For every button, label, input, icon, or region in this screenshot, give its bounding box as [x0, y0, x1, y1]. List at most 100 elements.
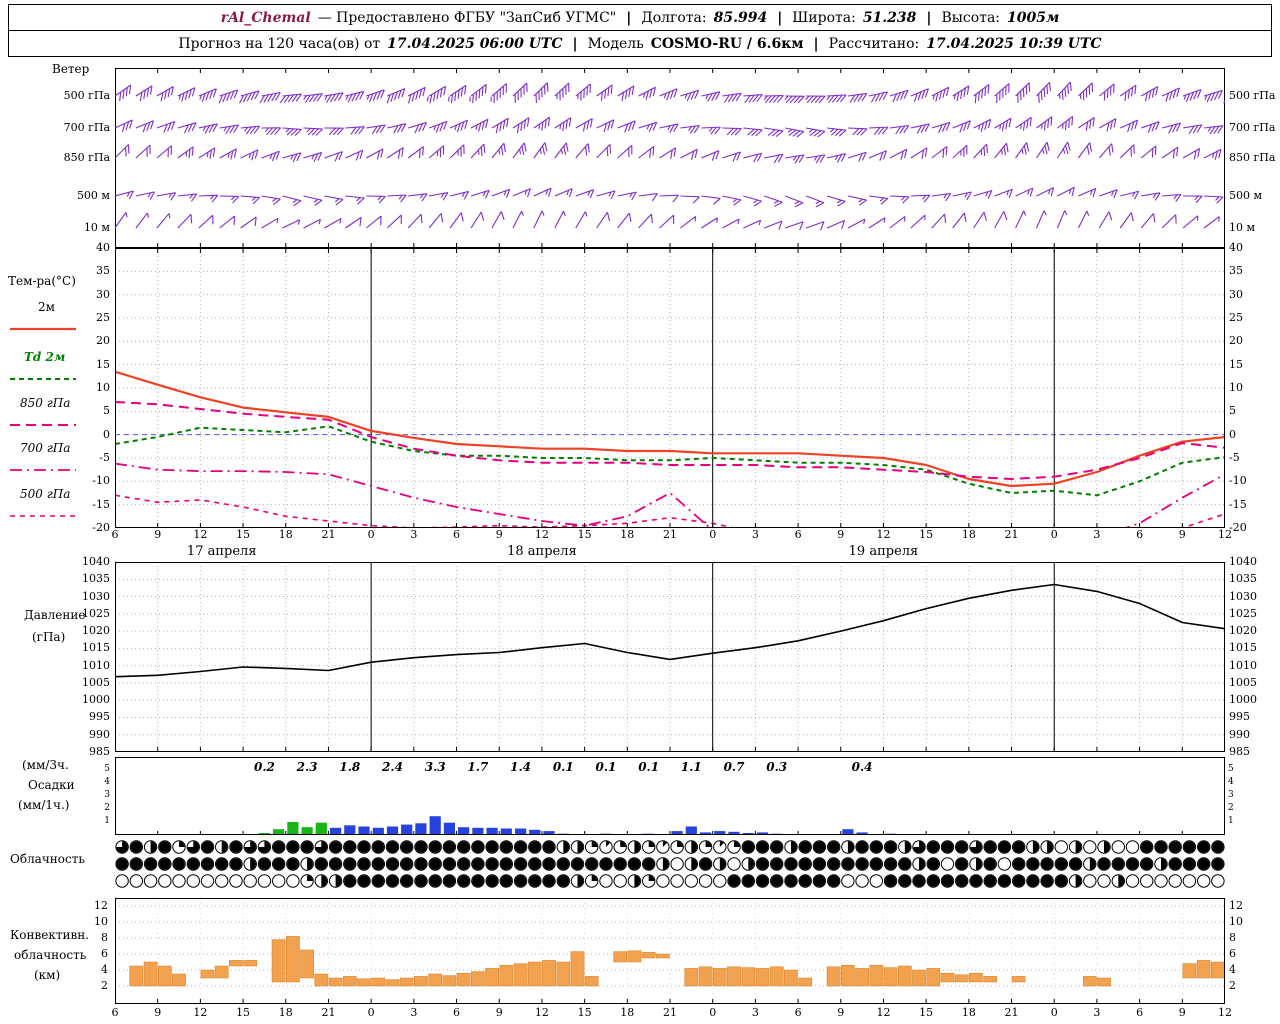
x-tick-label: 18 [620, 528, 635, 541]
conv-y-tick-left: 10 [94, 915, 108, 928]
pressure-y-tick-left: 1015 [82, 641, 110, 655]
pressure-y-tick-left: 990 [89, 727, 110, 741]
x-tick-label-bottom: 6 [794, 1006, 802, 1019]
legend-t500-line [8, 505, 78, 517]
precip-3h-value: 1.7 [467, 760, 489, 774]
precip-y-tick-left: 4 [104, 777, 110, 787]
pressure-y-tick-right: 995 [1229, 710, 1250, 724]
x-tick-label-bottom: 18 [620, 1006, 635, 1019]
cloudiness-panel [115, 840, 1225, 888]
wind-level-label-right: 500 м [1229, 189, 1263, 202]
pressure-y-tick-left: 1010 [82, 658, 110, 672]
conv-y-tick-right: 10 [1229, 915, 1243, 928]
x-tick-label: 9 [495, 528, 503, 541]
temp-y-tick-right: -15 [1229, 497, 1247, 511]
conv-y-tick-left: 8 [101, 931, 108, 944]
temp-y-tick-left: 35 [96, 264, 110, 278]
x-tick-label: 15 [236, 528, 251, 541]
pressure-y-tick-left: 985 [89, 745, 110, 758]
conv-y-tick-right: 4 [1229, 963, 1236, 976]
temp-y-tick-left: 30 [96, 287, 110, 301]
pressure-y-tick-right: 990 [1229, 727, 1250, 741]
temp-axis-title: Тем-ра(°C) [8, 274, 76, 288]
wind-axis-title: Ветер [52, 62, 90, 76]
temp-y-tick-left: -10 [92, 474, 110, 488]
precip-3h-value: 0.3 [766, 760, 788, 774]
x-tick-label: 15 [919, 528, 934, 541]
precip-3h-value: 2.4 [382, 760, 403, 774]
wind-level-label-left: 850 гПа [63, 151, 110, 164]
wind-level-label-left: 700 гПа [63, 121, 110, 134]
pressure-y-tick-left: 1005 [82, 675, 110, 689]
precip-3h-value: 1.1 [680, 760, 702, 774]
x-tick-label: 6 [111, 528, 119, 541]
conv-y-tick-left: 6 [101, 947, 108, 960]
pressure-axis-unit: (гПа) [32, 630, 66, 644]
x-tick-label-bottom: 9 [495, 1006, 503, 1019]
x-tick-label: 21 [321, 528, 336, 541]
pressure-y-tick-left: 1040 [82, 555, 110, 568]
x-tick-label: 3 [751, 528, 759, 541]
temp-y-tick-left: 20 [96, 334, 110, 348]
temp-y-tick-right: -20 [1229, 521, 1247, 534]
wind-level-label-right: 850 гПа [1229, 151, 1276, 164]
pressure-y-tick-right: 1025 [1229, 606, 1257, 620]
conv-y-tick-right: 2 [1229, 979, 1236, 992]
precipitation-panel [115, 757, 1225, 835]
x-tick-label-bottom: 12 [1218, 1006, 1232, 1019]
pressure-y-tick-right: 1010 [1229, 658, 1257, 672]
temp-y-tick-right: 15 [1229, 357, 1243, 371]
conv-y-tick-right: 8 [1229, 931, 1236, 944]
legend-t700-line [8, 459, 78, 471]
conv-axis-title-2: облачность [14, 948, 87, 962]
pressure-panel [115, 562, 1225, 752]
x-tick-label-bottom: 3 [751, 1006, 759, 1019]
x-tick-label-bottom: 21 [321, 1006, 336, 1019]
separator: | [626, 9, 632, 26]
x-tick-label-bottom: 18 [278, 1006, 293, 1019]
temp-y-tick-left: 15 [96, 357, 110, 371]
pressure-y-tick-left: 1030 [82, 589, 110, 603]
precip-y-tick-left: 1 [104, 816, 110, 826]
temp-y-tick-right: -10 [1229, 474, 1247, 488]
x-tick-label-bottom: 15 [577, 1006, 592, 1019]
legend-t850-label: 850 гПа [20, 396, 71, 410]
pressure-y-tick-left: 1035 [82, 572, 110, 586]
temp-y-tick-left: -5 [99, 451, 110, 464]
pressure-y-tick-right: 1015 [1229, 641, 1257, 655]
x-tick-label: 21 [1004, 528, 1019, 541]
calc-time: 17.04.2025 10:39 UTC [926, 35, 1102, 52]
precip-3h-value: 0.1 [595, 760, 617, 774]
pressure-y-tick-right: 1020 [1229, 624, 1257, 638]
x-tick-label-bottom: 12 [534, 1006, 549, 1019]
legend-t850-line [8, 414, 78, 426]
precip-unit-1h: (мм/1ч.) [18, 798, 70, 812]
model-name: COSMO-RU / 6.6км [650, 35, 804, 52]
legend-t2m-line [8, 318, 78, 331]
conv-y-tick-left: 12 [94, 899, 108, 912]
wind-level-label-left: 500 гПа [63, 89, 110, 102]
x-tick-label-bottom: 6 [453, 1006, 461, 1019]
convective-panel [115, 898, 1225, 1004]
temp-y-tick-right: 25 [1229, 311, 1243, 324]
conv-y-tick-right: 6 [1229, 947, 1236, 960]
x-tick-label: 9 [837, 528, 845, 541]
precip-y-tick-left: 2 [104, 803, 110, 813]
date-label: 17 апреля [186, 544, 257, 559]
precip-3h-value: 0.7 [723, 760, 745, 774]
cloud-axis-title: Облачность [10, 852, 85, 866]
conv-axis-unit: (км) [34, 968, 61, 982]
pressure-y-tick-right: 1030 [1229, 589, 1257, 603]
precip-3h-value: 0.1 [552, 760, 574, 774]
x-tick-label: 9 [154, 528, 162, 541]
temp-y-tick-left: 0 [103, 427, 110, 441]
run-time: 17.04.2025 06:00 UTC [387, 35, 563, 52]
x-tick-label-bottom: 21 [1004, 1006, 1019, 1019]
x-tick-label-bottom: 0 [367, 1006, 375, 1019]
precip-3h-value: 1.4 [510, 760, 531, 774]
x-tick-label: 6 [453, 528, 461, 541]
pressure-y-tick-right: 1005 [1229, 675, 1257, 689]
x-tick-label: 12 [534, 528, 549, 541]
wind-level-label-left: 500 м [76, 189, 110, 202]
legend-td2m-label: Td 2м [24, 350, 66, 364]
